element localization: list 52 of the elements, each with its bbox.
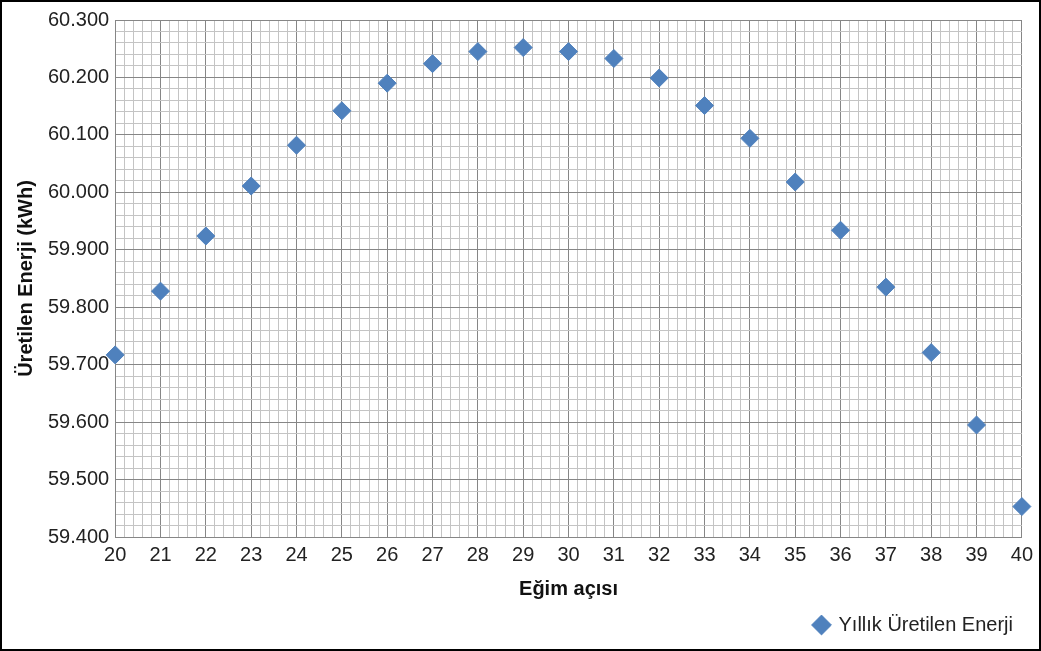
legend-label: Yıllık Üretilen Enerji [838,612,1014,635]
x-tick-label: 23 [240,542,263,565]
x-tick-label: 38 [920,542,943,565]
y-tick-label: 59.900 [48,237,110,260]
x-tick-label: 30 [557,542,580,565]
x-tick-label: 29 [512,542,535,565]
x-tick-label: 26 [376,542,399,565]
x-tick-label: 24 [285,542,308,565]
x-tick-label: 27 [421,542,444,565]
point [196,226,216,246]
point [695,96,715,116]
x-tick-label: 39 [965,542,988,565]
point [1012,497,1032,517]
x-tick-label: 35 [784,542,807,565]
point [831,220,851,240]
y-axis-title: Üretilen Enerji (kWh) [13,180,36,377]
x-tick-label: 40 [1010,542,1033,565]
y-tick-label: 59.800 [48,294,110,317]
y-tick-label: 60.200 [48,64,110,87]
point [377,73,397,93]
y-tick-label: 59.600 [48,409,110,432]
point [287,135,307,155]
point [785,172,805,192]
x-axis-title: Eğim açısı [519,576,618,599]
x-tick-label: 21 [149,542,172,565]
y-tick-label: 59.500 [48,467,110,490]
point [423,54,443,74]
point [241,176,261,196]
point [513,38,533,58]
y-tick-label: 60.100 [48,122,110,145]
point [876,277,896,297]
x-tick-label: 32 [648,542,671,565]
point [468,42,488,62]
point [967,415,987,435]
x-tick-label: 37 [874,542,897,565]
x-tick-label: 25 [330,542,353,565]
point [559,42,579,62]
point [151,281,171,301]
x-tick-label: 31 [602,542,625,565]
y-tick-label: 59.700 [48,352,110,375]
x-tick-label: 34 [738,542,761,565]
point [740,128,760,148]
y-tick-label: 60.000 [48,179,110,202]
point [604,48,624,68]
y-tick-label: 60.300 [48,7,110,30]
point [332,101,352,121]
x-tick-label: 28 [466,542,489,565]
x-tick-label: 22 [194,542,217,565]
x-tick-label: 33 [693,542,716,565]
point [921,343,941,363]
x-tick-label: 36 [829,542,852,565]
point [649,68,669,88]
